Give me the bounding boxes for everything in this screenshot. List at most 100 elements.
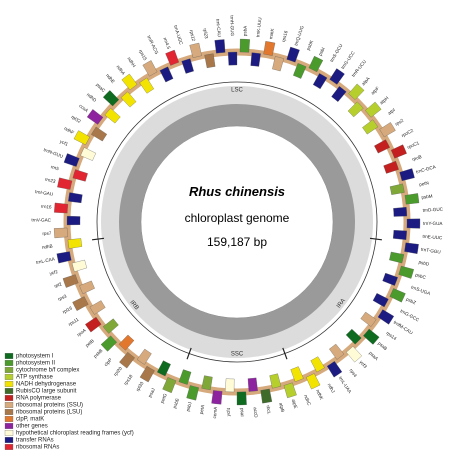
legend-label: ATP synthase xyxy=(16,375,53,381)
gene-block xyxy=(392,230,407,240)
gene-label: trnS-UGA xyxy=(410,285,431,297)
gene-block xyxy=(404,193,420,205)
gene-label: trnfM-CAU xyxy=(393,320,414,336)
gene-block xyxy=(362,119,379,135)
gene-label: ndhK xyxy=(315,389,325,402)
gene-block xyxy=(326,361,343,378)
gene-label: rrn4.5 xyxy=(162,37,171,50)
gene-block xyxy=(389,288,406,303)
gene-block xyxy=(104,108,121,124)
gene-block xyxy=(186,385,199,401)
region-label: LSC xyxy=(231,88,243,94)
region-boundary xyxy=(92,237,105,241)
legend-label: RNA polymerase xyxy=(16,396,62,402)
gene-block xyxy=(305,373,321,390)
gene-label: rps12 xyxy=(189,29,197,42)
gene-block xyxy=(156,360,171,377)
legend-swatch xyxy=(4,395,14,401)
gene-block xyxy=(72,296,89,311)
gene-label: trnK-UUU xyxy=(255,17,262,37)
gene-label: psaJ xyxy=(147,387,156,398)
legend-swatch xyxy=(4,416,14,422)
gene-block xyxy=(329,343,345,360)
gene-label: accD xyxy=(253,407,259,419)
gene-label: ndhF xyxy=(63,126,75,135)
legend-label: other genes xyxy=(16,424,48,430)
gene-label: psbE xyxy=(172,398,180,410)
gene-label: petG xyxy=(159,392,168,404)
legend-swatch xyxy=(4,437,14,443)
gene-label: petN xyxy=(419,180,430,187)
genome-type: chloroplast genome xyxy=(185,211,290,225)
gene-label: rrn5 xyxy=(50,164,60,171)
gene-label: rpl33 xyxy=(135,380,145,392)
gene-label: ndhA xyxy=(115,64,126,76)
gene-block xyxy=(68,192,83,204)
gene-block xyxy=(62,274,79,288)
legend-swatch xyxy=(4,360,14,366)
gene-label: petA xyxy=(199,403,206,414)
gene-block xyxy=(312,73,328,90)
gene-label: trnT-GGU xyxy=(421,247,441,255)
gene-block xyxy=(393,207,408,217)
gene-label: psbA xyxy=(242,25,247,37)
legend-label: ribosomal RNAs xyxy=(16,445,59,451)
region-ring xyxy=(96,81,378,363)
gene-label: ndhB xyxy=(42,244,53,250)
gene-label: ndhE xyxy=(105,73,116,84)
region-label: IRA xyxy=(336,298,347,310)
legend-label: photosystem II xyxy=(16,361,55,367)
gene-label: psbJ xyxy=(185,401,192,412)
gene-label: psbK xyxy=(306,39,315,51)
gene-label: trnR-UCU xyxy=(351,59,367,78)
gene-label: ycf2 xyxy=(49,269,59,276)
gene-label: trnE-UUC xyxy=(422,234,443,241)
gene-block xyxy=(379,122,396,138)
gene-block xyxy=(363,328,380,345)
legend-swatch xyxy=(4,409,14,415)
gene-label: atpH xyxy=(379,95,390,105)
legend-label: ribosomal proteins (LSU) xyxy=(16,410,82,416)
gene-label: psaC xyxy=(95,82,107,94)
gene-block xyxy=(227,51,238,66)
gene-block xyxy=(272,56,285,72)
gene-label: trnL-CAA xyxy=(36,256,56,265)
gene-block xyxy=(348,83,365,100)
legend-label: transfer RNAs xyxy=(16,438,54,444)
gene-label: trnI-GAU xyxy=(35,189,54,197)
gene-label: rpoC2 xyxy=(401,128,415,138)
gene-block xyxy=(54,202,69,214)
gene-block xyxy=(56,251,72,264)
gene-label: matK xyxy=(268,27,275,39)
gene-label: psbM xyxy=(421,193,433,199)
gene-block xyxy=(399,168,415,182)
gene-label: trnC-GCA xyxy=(415,164,437,174)
gene-label: ycf1 xyxy=(59,139,69,147)
gene-block xyxy=(283,382,297,399)
gene-block xyxy=(345,328,362,345)
gene-label: rps18 xyxy=(123,373,134,386)
legend-label: clpP, matK xyxy=(16,417,44,423)
gene-label: rps11 xyxy=(67,317,79,327)
gene-label: rps3 xyxy=(57,293,68,301)
gene-label: petB xyxy=(84,338,94,348)
gene-block xyxy=(377,309,395,325)
gene-label: rpl20 xyxy=(113,365,124,376)
gene-label: rrn23 xyxy=(44,177,56,184)
gene-label: ccsA xyxy=(78,103,90,113)
gene-block xyxy=(119,352,135,369)
gene-block xyxy=(57,177,73,190)
gene-label: psbD xyxy=(418,260,430,267)
genome-size: 159,187 bp xyxy=(207,235,267,249)
gene-block xyxy=(162,377,177,394)
legend-swatch xyxy=(4,423,14,429)
gene-label: ndhH xyxy=(126,56,136,68)
gene-label: atpF xyxy=(370,85,380,95)
legend-label: RubisCO large subunit xyxy=(16,389,77,395)
gene-block xyxy=(121,73,138,91)
legend-swatch xyxy=(4,430,14,436)
legend-label: cytochrome b/f complex xyxy=(16,368,79,374)
gene-label: psaI xyxy=(240,408,245,417)
